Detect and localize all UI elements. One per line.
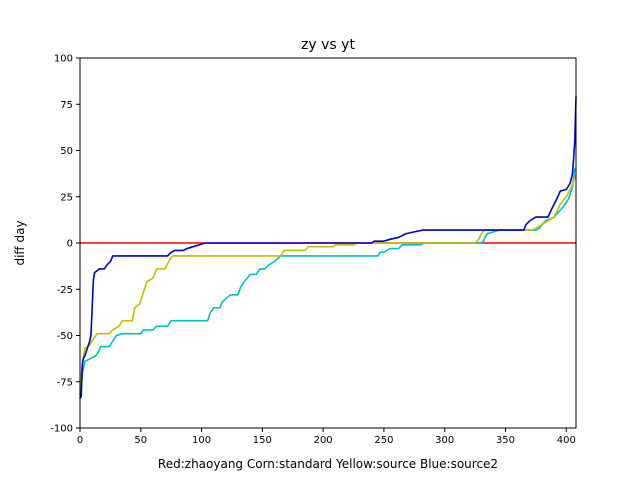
y-axis-label: diff day <box>13 220 27 265</box>
x-tick-label-1: 50 <box>134 435 147 446</box>
x-tick-label-6: 300 <box>435 435 454 446</box>
x-tick-label-2: 100 <box>192 435 211 446</box>
x-tick-label-5: 250 <box>374 435 393 446</box>
y-tick-label-0: -100 <box>50 424 73 435</box>
y-tick-label-2: -50 <box>57 331 73 342</box>
series-line-3 <box>79 96 577 400</box>
x-tick-label-7: 350 <box>496 435 515 446</box>
y-tick-label-8: 100 <box>54 54 73 65</box>
y-tick-label-1: -75 <box>57 377 73 388</box>
chart-title: zy vs yt <box>301 37 355 53</box>
y-tick-label-6: 50 <box>60 146 73 157</box>
y-tick-label-4: 0 <box>67 239 73 250</box>
y-tick-label-5: 25 <box>60 192 73 203</box>
x-axis-label: Red:zhaoyang Corn:standard Yellow:source… <box>158 457 498 471</box>
x-axis: 0 50 100 150 200 250 300 350 400 <box>77 428 576 446</box>
x-tick-label-0: 0 <box>77 435 83 446</box>
x-tick-label-4: 200 <box>314 435 333 446</box>
y-tick-label-7: 75 <box>60 100 73 111</box>
x-tick-label-8: 400 <box>557 435 576 446</box>
y-tick-label-3: -25 <box>57 285 73 296</box>
x-tick-label-3: 150 <box>253 435 272 446</box>
y-axis: -100 -75 -50 -25 0 25 50 75 100 <box>50 54 80 435</box>
series-line-2 <box>79 173 577 392</box>
series-layer <box>79 96 577 400</box>
